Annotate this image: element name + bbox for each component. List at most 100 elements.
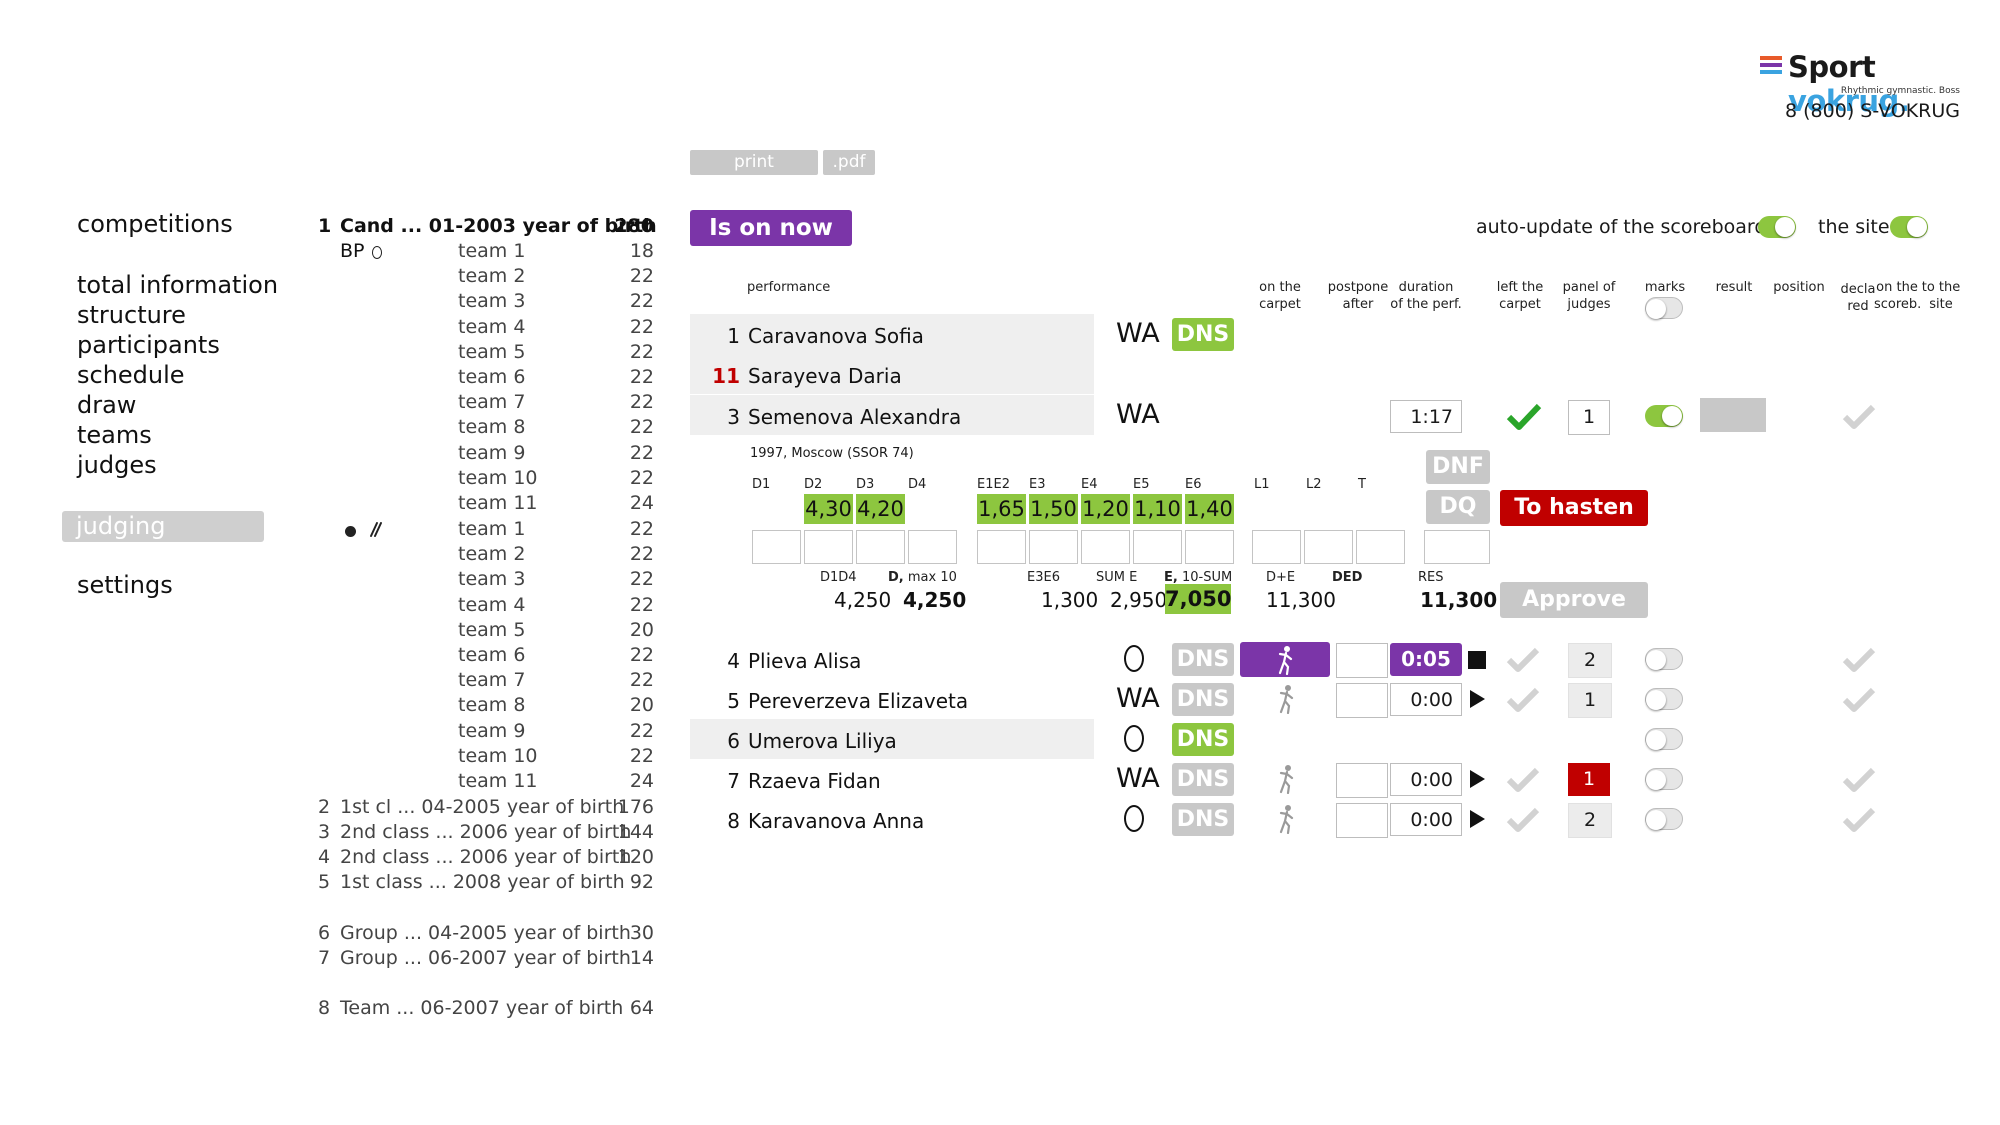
e-score-input[interactable]	[1081, 530, 1130, 564]
postpone-input[interactable]	[1336, 803, 1388, 838]
panel-of-judges[interactable]: 2	[1568, 803, 1612, 838]
check-icon-left-carpet[interactable]	[1506, 647, 1540, 673]
postpone-input[interactable]	[1336, 683, 1388, 718]
nav-judges[interactable]: judges	[77, 451, 157, 479]
phone-number[interactable]: 8 (800) S-VOKRUG	[1785, 100, 1960, 122]
gymnast-icon[interactable]	[1276, 684, 1296, 714]
nav-structure[interactable]: structure	[77, 301, 186, 329]
nav-competitions[interactable]: competitions	[77, 210, 233, 238]
team-name[interactable]: team 5	[458, 618, 526, 641]
performance-3-marks-toggle[interactable]	[1645, 405, 1683, 427]
l-score-input[interactable]	[1304, 530, 1353, 564]
print-button[interactable]: print	[690, 150, 818, 175]
d-score-input[interactable]	[908, 530, 957, 564]
dq-button[interactable]: DQ	[1426, 490, 1490, 524]
check-icon-declared[interactable]	[1842, 807, 1876, 833]
panel-of-judges[interactable]: 1	[1568, 763, 1610, 796]
nav-judging[interactable]: judging	[62, 511, 264, 542]
duration-timer[interactable]: 0:00	[1390, 803, 1462, 836]
check-icon-declared[interactable]	[1842, 687, 1876, 713]
check-icon-left-carpet[interactable]	[1506, 767, 1540, 793]
nav-total-information[interactable]: total information	[77, 271, 279, 299]
e-score-input[interactable]	[1185, 530, 1234, 564]
team-name[interactable]: team 11	[458, 770, 538, 792]
e-score-input[interactable]	[1029, 530, 1078, 564]
performance-name[interactable]: Pereverzeva Elizaveta	[748, 689, 969, 713]
approve-button[interactable]: Approve	[1500, 582, 1648, 618]
marks-toggle[interactable]	[1645, 808, 1683, 830]
check-icon-left-carpet[interactable]	[1506, 402, 1542, 432]
e-score-input[interactable]	[977, 530, 1026, 564]
team-name[interactable]: team 6	[458, 644, 526, 666]
on-carpet-button[interactable]	[1240, 642, 1330, 677]
team-name[interactable]: team 2	[458, 265, 526, 288]
marks-toggle[interactable]	[1645, 768, 1683, 790]
auto-update-toggle[interactable]	[1758, 216, 1796, 238]
play-icon[interactable]	[1468, 809, 1486, 829]
team-name[interactable]: team 2	[458, 543, 526, 566]
team-name[interactable]: team 3	[458, 568, 526, 591]
performance-name[interactable]: Rzaeva Fidan	[748, 769, 881, 793]
category-name[interactable]: Group ... 06-2007 year of birth	[340, 947, 631, 969]
marks-toggle[interactable]	[1645, 297, 1683, 319]
duration-timer[interactable]: 0:00	[1390, 763, 1462, 796]
team-name[interactable]: team 7	[458, 391, 526, 414]
nav-participants[interactable]: participants	[77, 331, 220, 359]
marks-toggle[interactable]	[1645, 688, 1683, 710]
marks-toggle[interactable]	[1645, 728, 1683, 750]
performance-3-panel[interactable]: 1	[1568, 400, 1610, 435]
performance-3-duration[interactable]: 1:17	[1390, 400, 1462, 433]
category-name[interactable]: 1st class ... 2008 year of birth	[340, 871, 625, 893]
stop-icon[interactable]	[1468, 651, 1486, 669]
check-icon-declared[interactable]	[1842, 767, 1876, 793]
team-name[interactable]: team 6	[458, 366, 526, 388]
check-icon-left-carpet[interactable]	[1506, 807, 1540, 833]
to-hasten-button[interactable]: To hasten	[1500, 490, 1648, 526]
category-name[interactable]: Team ... 06-2007 year of birth	[340, 997, 624, 1019]
check-icon-declared[interactable]	[1842, 404, 1876, 430]
team-name[interactable]: team 1	[458, 518, 526, 540]
performance-2-name[interactable]: Sarayeva Daria	[748, 364, 902, 388]
category-name[interactable]: 1st cl ... 04-2005 year of birth	[340, 796, 625, 818]
dns-button[interactable]: DNS	[1172, 803, 1234, 836]
performance-name[interactable]: Karavanova Anna	[748, 809, 925, 833]
category-name[interactable]: 2nd class ... 2006 year of birth	[340, 821, 632, 843]
dnf-button[interactable]: DNF	[1426, 450, 1490, 484]
team-name[interactable]: team 1	[458, 240, 526, 262]
dns-button[interactable]: DNS	[1172, 643, 1234, 676]
marks-toggle[interactable]	[1645, 648, 1683, 670]
ded-input[interactable]	[1424, 530, 1490, 564]
nav-settings[interactable]: settings	[77, 571, 173, 599]
check-icon-declared[interactable]	[1842, 647, 1876, 673]
panel-of-judges[interactable]: 2	[1568, 643, 1612, 678]
gymnast-icon[interactable]	[1276, 804, 1296, 834]
team-name[interactable]: team 8	[458, 416, 526, 439]
team-name[interactable]: team 4	[458, 593, 526, 616]
dns-button[interactable]: DNS	[1172, 683, 1234, 716]
team-name[interactable]: team 7	[458, 669, 526, 692]
category-1-name[interactable]: Cand ... 01-2003 year of birth	[340, 215, 657, 237]
e-score-input[interactable]	[1133, 530, 1182, 564]
play-icon[interactable]	[1468, 689, 1486, 709]
l-score-input[interactable]	[1252, 530, 1301, 564]
performance-1-dns-button[interactable]: DNS	[1172, 318, 1234, 351]
team-name[interactable]: team 10	[458, 466, 538, 489]
duration-timer[interactable]: 0:00	[1390, 683, 1462, 716]
play-icon[interactable]	[1468, 769, 1486, 789]
duration-timer[interactable]: 0:05	[1390, 643, 1462, 676]
dns-button[interactable]: DNS	[1172, 723, 1234, 756]
postpone-input[interactable]	[1336, 763, 1388, 798]
d-score-input[interactable]	[804, 530, 853, 564]
team-name[interactable]: team 3	[458, 290, 526, 313]
performance-name[interactable]: Umerova Liliya	[748, 729, 897, 753]
category-name[interactable]: Group ... 04-2005 year of birth	[340, 922, 631, 944]
d-score-input[interactable]	[752, 530, 801, 564]
category-name[interactable]: 2nd class ... 2006 year of birth	[340, 846, 632, 868]
team-name[interactable]: team 4	[458, 315, 526, 338]
d-score-input[interactable]	[856, 530, 905, 564]
dns-button[interactable]: DNS	[1172, 763, 1234, 796]
nav-draw[interactable]: draw	[77, 391, 137, 419]
team-name[interactable]: team 10	[458, 744, 538, 767]
performance-1-name[interactable]: Caravanova Sofia	[748, 324, 924, 348]
nav-schedule[interactable]: schedule	[77, 361, 185, 389]
